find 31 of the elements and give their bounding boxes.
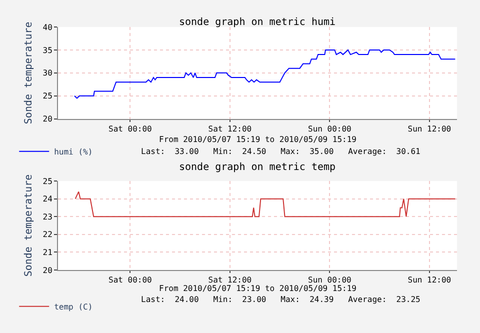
y-tick-label: 40: [42, 22, 53, 32]
x-tick-label: Sun 00:00: [308, 276, 352, 285]
x-tick-label: Sat 00:00: [108, 124, 152, 134]
x-tick-label: Sat 00:00: [108, 276, 152, 285]
x-tick-label: Sun 12:00: [408, 124, 452, 134]
text: From 2010/05/07 15:19 to 2010/05/09 15:19: [159, 284, 357, 293]
y-tick-label: 23: [42, 212, 53, 222]
y-tick-label: 35: [42, 46, 53, 55]
text: From 2010/05/07 15:19 to 2010/05/09 15:19: [159, 135, 357, 144]
y-axis-title: Sonde temperature: [24, 174, 35, 277]
y-tick-label: 24: [42, 194, 53, 204]
legend-label: humi (%): [54, 147, 93, 156]
y-tick-label: 30: [42, 68, 53, 78]
y-tick-label: 20: [42, 266, 53, 275]
chart-title: sonde graph on metric temp: [179, 162, 336, 173]
x-tick-label: Sun 00:00: [308, 124, 352, 134]
text: Last: 33.00 Min: 24.50 Max: 35.00 Average: 30.61: [141, 147, 421, 156]
chart-title: sonde graph on metric humi: [179, 17, 336, 28]
line-series: [74, 191, 456, 218]
y-tick-label: 25: [42, 92, 53, 101]
text: Last: 24.00 Min: 23.00 Max: 24.39 Average: 23.25: [141, 295, 421, 304]
y-tick-label: 20: [42, 114, 53, 124]
y-axis-title: Sonde temperature: [24, 22, 35, 124]
x-tick-label: Sun 12:00: [408, 276, 452, 285]
y-tick-label: 25: [42, 176, 53, 186]
x-tick-label: Sat 12:00: [208, 124, 252, 134]
y-tick-label: 21: [42, 248, 53, 258]
legend-label: temp (C): [54, 302, 93, 312]
line-series: [74, 49, 456, 99]
y-tick-label: 22: [42, 230, 53, 240]
x-tick-label: Sat 12:00: [208, 276, 252, 285]
